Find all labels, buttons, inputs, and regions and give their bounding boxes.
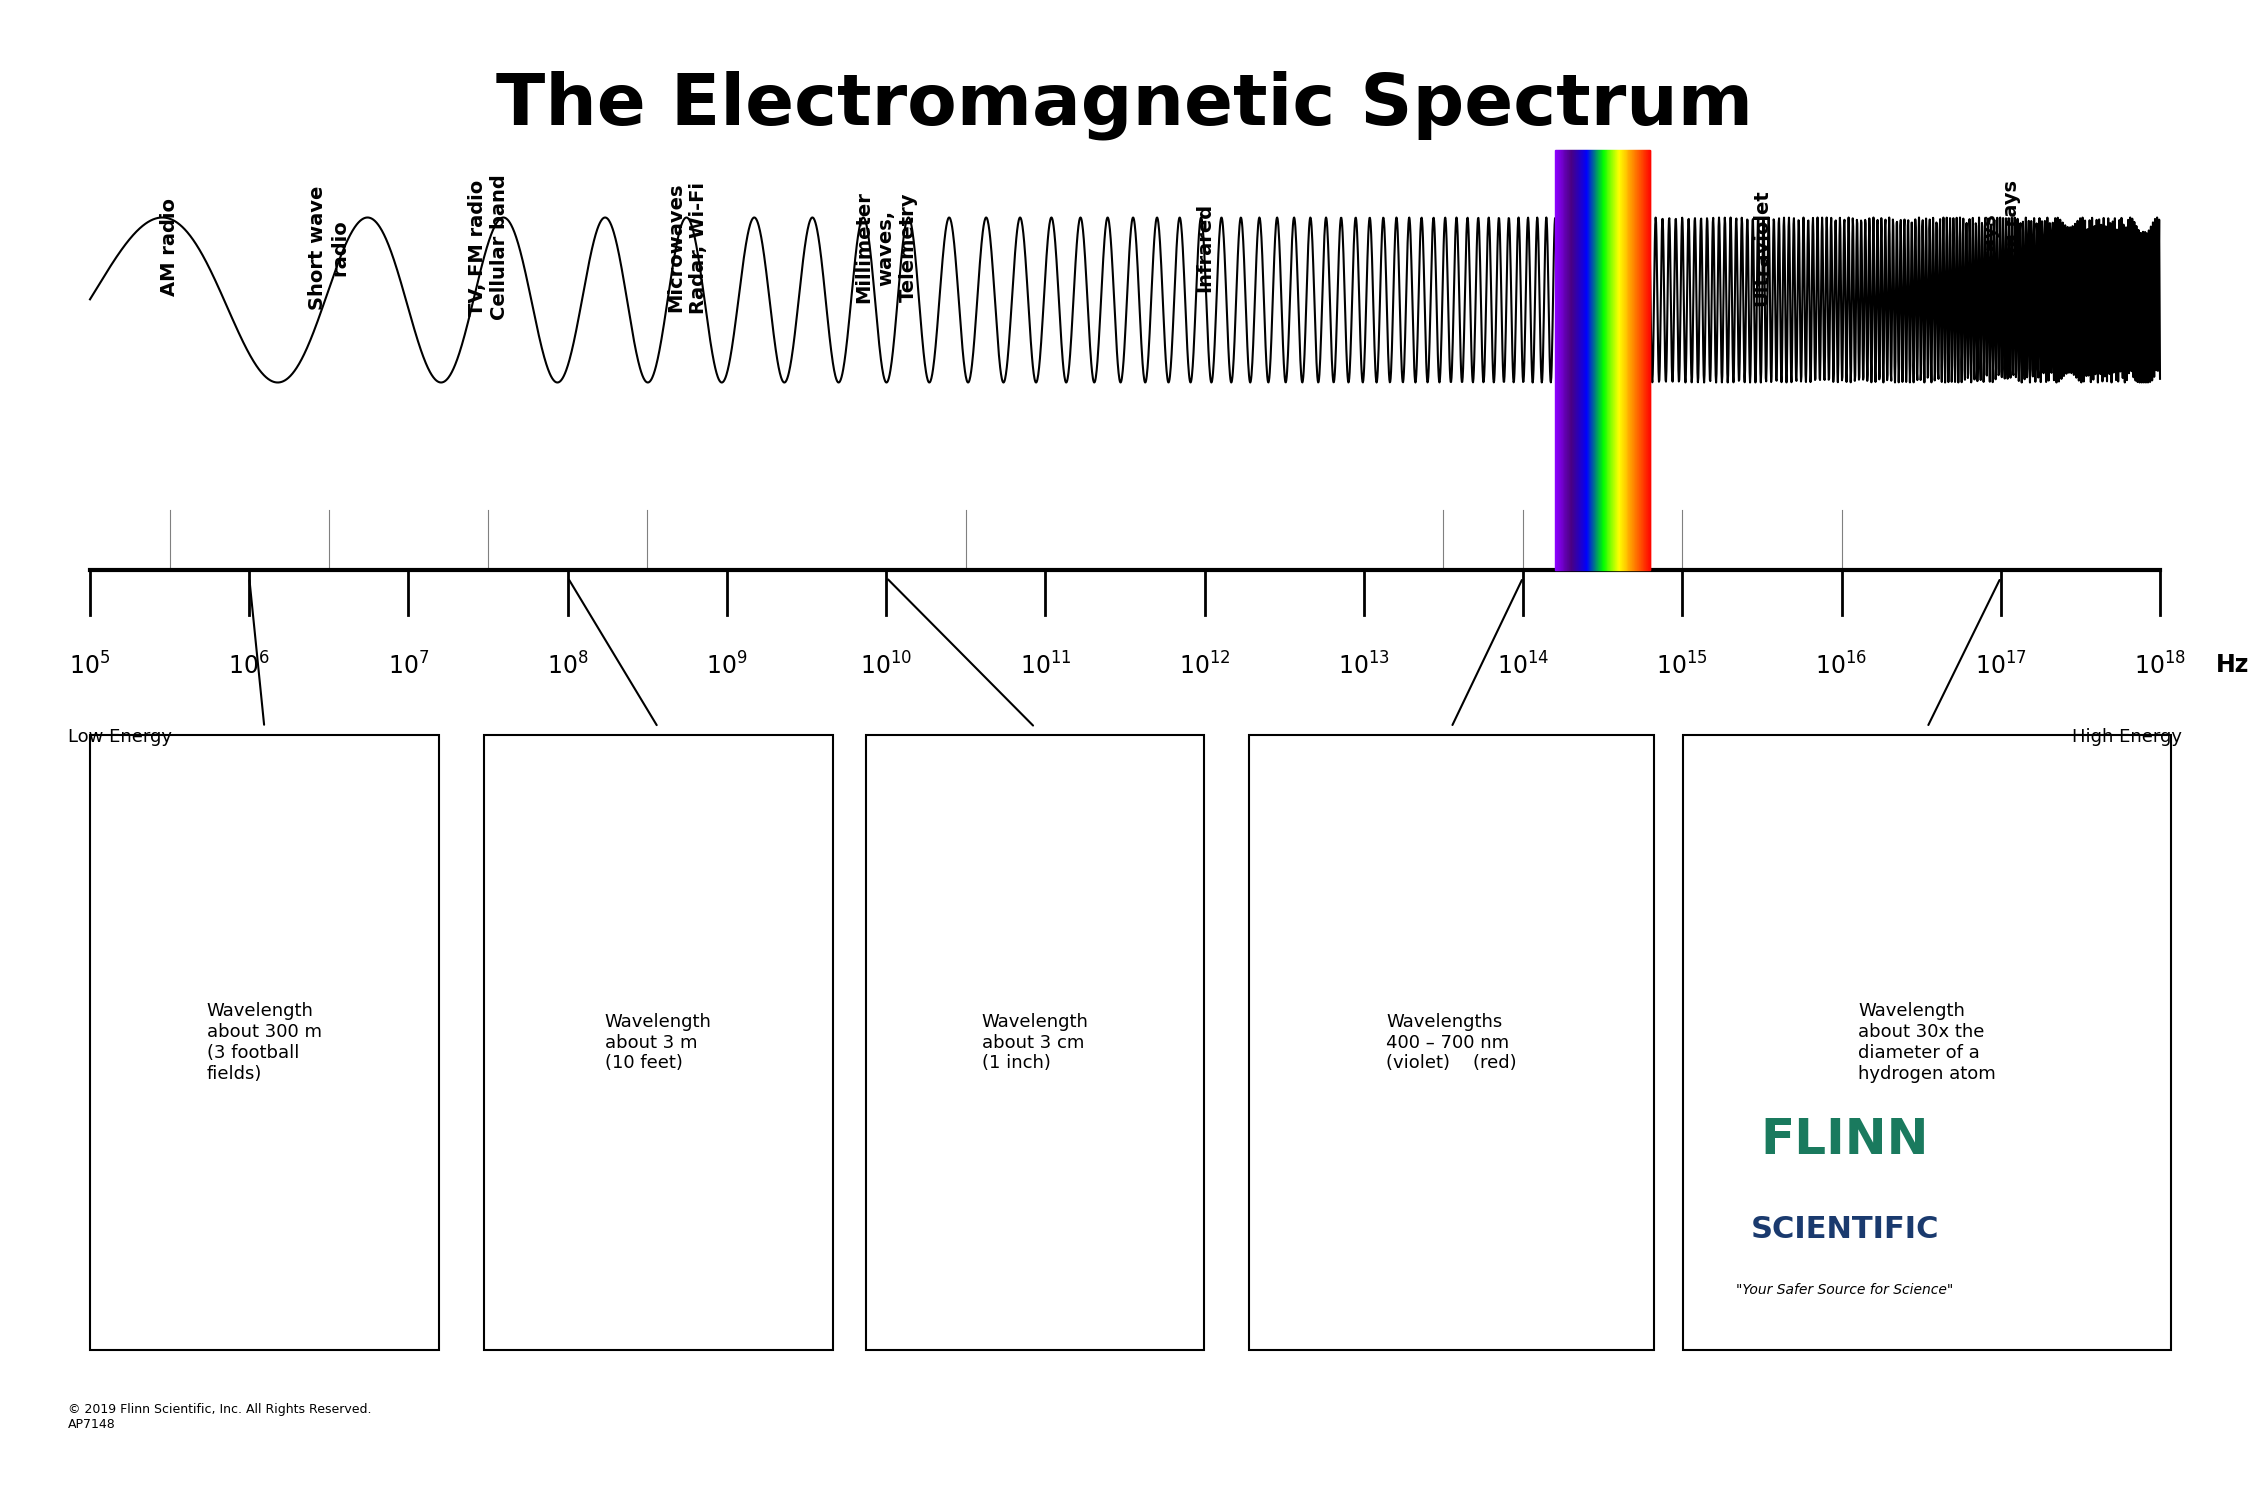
Text: Visible light: Visible light bbox=[1593, 183, 1613, 314]
Text: $10^{7}$: $10^{7}$ bbox=[387, 652, 430, 680]
Text: Short wave
radio: Short wave radio bbox=[308, 186, 349, 309]
Text: Wavelength
about 3 m
(10 feet): Wavelength about 3 m (10 feet) bbox=[605, 1013, 711, 1072]
Bar bbox=[1683, 735, 2171, 1350]
Text: $10^{6}$: $10^{6}$ bbox=[229, 652, 270, 680]
Text: $10^{16}$: $10^{16}$ bbox=[1816, 652, 1868, 680]
Text: "Your Safer Source for Science": "Your Safer Source for Science" bbox=[1737, 1282, 1953, 1298]
Text: $10^{5}$: $10^{5}$ bbox=[70, 652, 110, 680]
Bar bbox=[1249, 735, 1654, 1350]
Text: $10^{9}$: $10^{9}$ bbox=[706, 652, 747, 680]
Text: FLINN: FLINN bbox=[1762, 1116, 1928, 1164]
Text: High Energy: High Energy bbox=[2072, 728, 2182, 746]
Text: Wavelengths
400 – 700 nm
(violet)    (red): Wavelengths 400 – 700 nm (violet) (red) bbox=[1386, 1013, 1516, 1072]
Text: $10^{15}$: $10^{15}$ bbox=[1656, 652, 1708, 680]
Text: © 2019 Flinn Scientific, Inc. All Rights Reserved.
AP7148: © 2019 Flinn Scientific, Inc. All Rights… bbox=[68, 1404, 371, 1431]
Text: Wavelength
about 300 m
(3 football
fields): Wavelength about 300 m (3 football field… bbox=[207, 1002, 322, 1083]
Text: SCIENTIFIC: SCIENTIFIC bbox=[1750, 1215, 1940, 1245]
Text: X-rays
Gamma rays: X-rays Gamma rays bbox=[1980, 180, 2020, 315]
Bar bbox=[484, 735, 832, 1350]
Bar bbox=[90, 735, 439, 1350]
Text: $10^{11}$: $10^{11}$ bbox=[1019, 652, 1071, 680]
Text: $10^{18}$: $10^{18}$ bbox=[2133, 652, 2187, 680]
Text: Ultraviolet: Ultraviolet bbox=[1753, 189, 1771, 306]
Text: $10^{8}$: $10^{8}$ bbox=[547, 652, 590, 680]
Text: $10^{10}$: $10^{10}$ bbox=[860, 652, 911, 680]
Text: Infrared: Infrared bbox=[1195, 202, 1215, 292]
Text: Microwaves
Radar, Wi-Fi: Microwaves Radar, Wi-Fi bbox=[666, 182, 706, 314]
Text: $10^{14}$: $10^{14}$ bbox=[1496, 652, 1550, 680]
Text: Wavelength
about 3 cm
(1 inch): Wavelength about 3 cm (1 inch) bbox=[981, 1013, 1089, 1072]
Text: TV, FM radio
Cellular band: TV, FM radio Cellular band bbox=[468, 174, 509, 321]
Text: $10^{17}$: $10^{17}$ bbox=[1976, 652, 2027, 680]
Text: AM radio: AM radio bbox=[160, 198, 180, 297]
Bar bbox=[866, 735, 1204, 1350]
Text: Millimeter
waves,
Telemetry: Millimeter waves, Telemetry bbox=[855, 192, 918, 303]
Text: $10^{12}$: $10^{12}$ bbox=[1179, 652, 1231, 680]
Text: Hz: Hz bbox=[2216, 652, 2250, 676]
Text: Low Energy: Low Energy bbox=[68, 728, 171, 746]
Text: The Electromagnetic Spectrum: The Electromagnetic Spectrum bbox=[497, 70, 1753, 140]
Text: Wavelength
about 30x the
diameter of a
hydrogen atom: Wavelength about 30x the diameter of a h… bbox=[1858, 1002, 1996, 1083]
Text: $10^{13}$: $10^{13}$ bbox=[1339, 652, 1390, 680]
